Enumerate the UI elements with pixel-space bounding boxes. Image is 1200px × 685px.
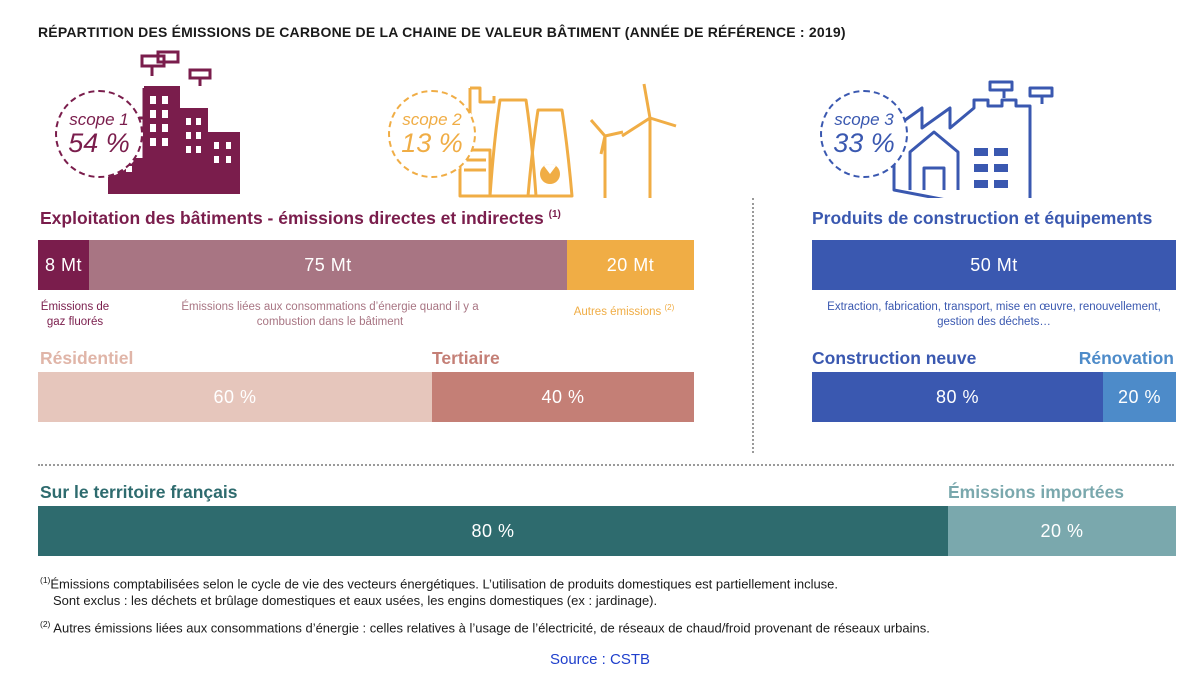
- construction-products-caption: Extraction, fabrication, transport, mise…: [827, 301, 1161, 328]
- scope3-value: 33 %: [833, 128, 895, 158]
- importees-bar: 20 %: [948, 506, 1176, 556]
- territoire-value: 80 %: [471, 520, 515, 541]
- exploitation-heading: Exploitation des bâtiments - émissions d…: [40, 208, 561, 229]
- fluorinated-gas-caption: Émissions de gaz fluorés: [40, 301, 110, 328]
- construction-neuve-label: Construction neuve: [812, 348, 977, 368]
- other-emissions-bar: 20 Mt: [567, 240, 694, 290]
- power-plant-wind-turbines-icon: [458, 83, 677, 198]
- source-credit: Source : CSTB: [549, 651, 651, 668]
- construction-products-heading: Produits de construction et équipements: [812, 208, 1153, 228]
- tertiaire-label: Tertiaire: [432, 348, 500, 368]
- residentiel-bar: 60 %: [38, 372, 432, 422]
- scope2-label: scope 2: [402, 110, 462, 129]
- residentiel-label: Résidentiel: [40, 348, 134, 368]
- scope2-badge: scope 2 13 %: [388, 90, 476, 178]
- construction-neuve-value: 80 %: [935, 386, 980, 407]
- footnote-1-line-2: Sont exclus : les déchets et brûlage dom…: [53, 593, 658, 609]
- importees-value: 20 %: [1040, 520, 1084, 541]
- combustion-value: 75 Mt: [304, 254, 352, 275]
- scope1-label: scope 1: [69, 110, 129, 129]
- territoire-label: Sur le territoire français: [40, 482, 238, 502]
- construction-products-bar: 50 Mt: [812, 240, 1176, 290]
- scope1-badge: scope 1 54 %: [55, 90, 143, 178]
- fluorinated-gas-bar: 8 Mt: [38, 240, 89, 290]
- footnote-1-line-1: Émissions comptabilisées selon le cycle …: [50, 576, 839, 592]
- footnote-2-marker: (2): [40, 619, 51, 629]
- exploitation-heading-note: (1): [548, 209, 561, 221]
- exploitation-heading-text: Exploitation des bâtiments - émissions d…: [40, 208, 544, 228]
- scope3-label: scope 3: [834, 110, 894, 129]
- scope2-value: 13 %: [401, 128, 463, 158]
- footnote-2: (2) Autres émissions liées aux consommat…: [40, 616, 930, 636]
- construction-neuve-bar: 80 %: [812, 372, 1103, 422]
- horizontal-divider: [38, 464, 1174, 466]
- tertiaire-bar: 40 %: [432, 372, 694, 422]
- other-emissions-caption-text: Autres émissions: [573, 305, 662, 318]
- construction-products-value: 50 Mt: [970, 254, 1018, 275]
- other-emissions-value: 20 Mt: [606, 254, 655, 275]
- tertiaire-value: 40 %: [541, 386, 585, 407]
- territoire-bar: 80 %: [38, 506, 948, 556]
- scope1-value: 54 %: [68, 128, 130, 158]
- chart-title: RÉPARTITION DES ÉMISSIONS DE CARBONE DE …: [38, 24, 846, 40]
- scope3-badge: scope 3 33 %: [820, 90, 908, 178]
- other-emissions-caption-note: (2): [664, 303, 675, 312]
- renovation-label: Rénovation: [1078, 348, 1174, 368]
- renovation-bar: 20 %: [1103, 372, 1176, 422]
- other-emissions-caption: Autres émissions (2): [556, 300, 692, 320]
- footnote-1-marker: (1): [40, 575, 51, 585]
- combustion-caption: Émissions liées aux consommations d’éner…: [181, 301, 479, 328]
- footnote-2-line-1: Autres émissions liées aux consommations…: [53, 620, 930, 636]
- combustion-bar: 75 Mt: [89, 240, 567, 290]
- renovation-value: 20 %: [1117, 386, 1162, 407]
- footnote-1: (1)Émissions comptabilisées selon le cyc…: [40, 572, 838, 609]
- residentiel-value: 60 %: [213, 386, 257, 407]
- factory-house-icon: [892, 80, 1054, 198]
- vertical-divider: [752, 198, 754, 453]
- fluorinated-gas-value: 8 Mt: [44, 254, 82, 275]
- importees-label: Émissions importées: [948, 482, 1125, 502]
